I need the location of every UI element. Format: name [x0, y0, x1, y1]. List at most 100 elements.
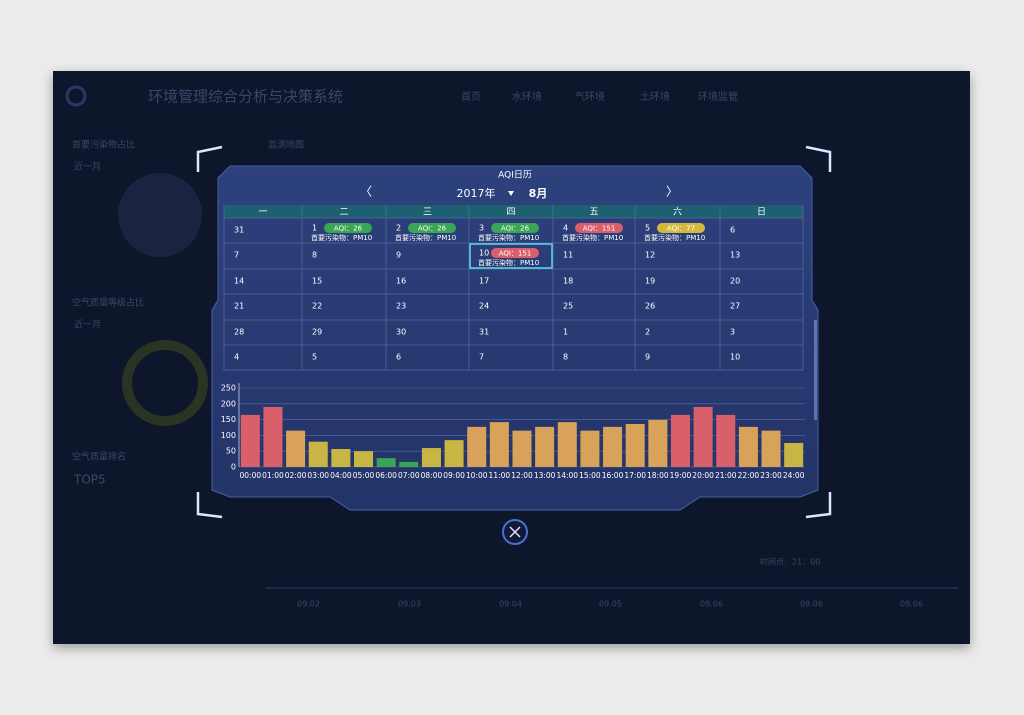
timeline-label: 09.05	[599, 600, 622, 609]
aqi-label: AQI：26	[334, 225, 363, 233]
corner-brackets	[196, 145, 832, 519]
pollutant: 首要污染物：PM10	[644, 233, 705, 242]
x-tick-label: 16:00	[602, 471, 624, 480]
nav-item[interactable]: 环境监管	[698, 90, 738, 103]
panel-label: 近一月	[74, 319, 101, 331]
aqi-label: AQI：26	[501, 225, 530, 233]
nav-item[interactable]: 首页	[461, 90, 481, 103]
x-tick-label: 20:00	[692, 471, 714, 480]
timeline-label: 09.02	[297, 600, 320, 609]
x-tick-label: 11:00	[489, 471, 511, 480]
pollutant: 首要污染物：PM10	[562, 233, 623, 242]
day-number: 1	[312, 224, 317, 233]
nav-item[interactable]: 气环境	[575, 90, 605, 103]
next-month[interactable]: 〉	[666, 185, 678, 199]
chart: 0 50 100 150 200 250 00:00 01:00 02:00 03:00 04:00…	[221, 383, 805, 480]
close-icon[interactable]	[509, 526, 521, 538]
day-number: 10	[730, 353, 740, 362]
day-number: 15	[312, 277, 322, 286]
day-number: 6	[730, 226, 735, 235]
x-tick-label: 10:00	[466, 471, 488, 480]
ring-shape	[122, 340, 208, 426]
x-tick-label: 00:00	[240, 471, 262, 480]
panel-title: 空气质量等级占比	[72, 297, 144, 309]
day-number: 8	[312, 251, 317, 260]
bar	[376, 458, 396, 467]
panel-title: 首要污染物占比	[72, 139, 135, 151]
day-number: 6	[396, 353, 401, 362]
day-number: 10	[479, 249, 489, 258]
bar	[489, 422, 509, 467]
day-number: 5	[645, 224, 650, 233]
bar	[557, 422, 577, 467]
scrollbar[interactable]	[814, 320, 817, 420]
month[interactable]: 8月	[529, 187, 548, 200]
x-tick-label: 21:00	[715, 471, 737, 480]
x-tick-label: 23:00	[760, 471, 782, 480]
pollutant: 首要污染物：PM10	[395, 233, 456, 242]
day-number: 13	[730, 251, 740, 260]
x-tick-label: 04:00	[330, 471, 352, 480]
bar	[263, 406, 283, 467]
bar	[580, 430, 600, 467]
app-title: 环境管理综合分析与决策系统	[148, 88, 343, 106]
close-button[interactable]	[502, 519, 528, 545]
bar	[603, 426, 623, 467]
day-number: 9	[645, 353, 650, 362]
weekday: 三	[423, 208, 432, 218]
bar	[444, 440, 464, 467]
weekday: 一	[258, 208, 267, 218]
bar	[535, 426, 555, 467]
x-tick-label: 09:00	[443, 471, 465, 480]
year-select[interactable]: 2017年	[457, 186, 496, 200]
day-number: 2	[645, 328, 650, 337]
x-tick-label: 01:00	[262, 471, 284, 480]
aqi-label: AQI：151	[583, 225, 616, 233]
x-tick-label: 08:00	[421, 471, 443, 480]
aqi-badge	[408, 223, 456, 233]
bar	[670, 414, 690, 467]
x-tick-label: 24:00	[783, 471, 805, 480]
panel-label: TOP5	[73, 473, 106, 487]
y-tick-label: 150	[221, 415, 236, 424]
day-number: 7	[479, 353, 484, 362]
day-number: 7	[234, 251, 239, 260]
bar	[761, 430, 781, 467]
timeline-label: 09.04	[499, 600, 522, 609]
day-number: 4	[234, 353, 239, 362]
day-number: 22	[312, 302, 322, 311]
nav-item[interactable]: 水环境	[512, 90, 542, 103]
bar	[784, 442, 804, 467]
day-number: 16	[396, 277, 406, 286]
y-tick-label: 100	[221, 431, 236, 440]
panel-title: 监测地图	[268, 139, 304, 151]
timeline-label: 09.03	[398, 600, 421, 609]
panel-title: 空气质量排名	[72, 451, 126, 463]
nav-item[interactable]: 土环境	[640, 90, 670, 103]
background-dashboard: 环境管理综合分析与决策系统 首页 水环境 气环境 土环境 环境监管 首要污染物占…	[65, 85, 958, 609]
x-tick-label: 15:00	[579, 471, 601, 480]
selected-cell	[469, 243, 553, 269]
bar	[738, 426, 758, 467]
bar	[648, 419, 668, 467]
day-number: 28	[234, 328, 244, 337]
time-point: 时间点：21：00	[760, 557, 820, 567]
x-tick-label: 17:00	[624, 471, 646, 480]
day-number: 24	[479, 302, 489, 311]
y-tick-label: 250	[221, 384, 236, 393]
timeline-label: 09.06	[900, 600, 923, 609]
prev-month[interactable]: 〈	[360, 185, 372, 199]
aqi-badge	[491, 248, 539, 258]
weekday: 五	[589, 208, 598, 218]
day-number: 11	[563, 251, 573, 260]
y-tick-label: 200	[221, 399, 236, 408]
day-number: 25	[563, 302, 573, 311]
bar	[331, 448, 351, 467]
y-tick-label: 0	[231, 463, 236, 472]
day-number: 18	[563, 277, 573, 286]
dropdown-arrow	[508, 191, 514, 196]
weekday: 六	[673, 206, 682, 218]
calendar-title: AQI日历	[498, 170, 532, 181]
pollutant: 首要污染物：PM10	[478, 258, 539, 267]
